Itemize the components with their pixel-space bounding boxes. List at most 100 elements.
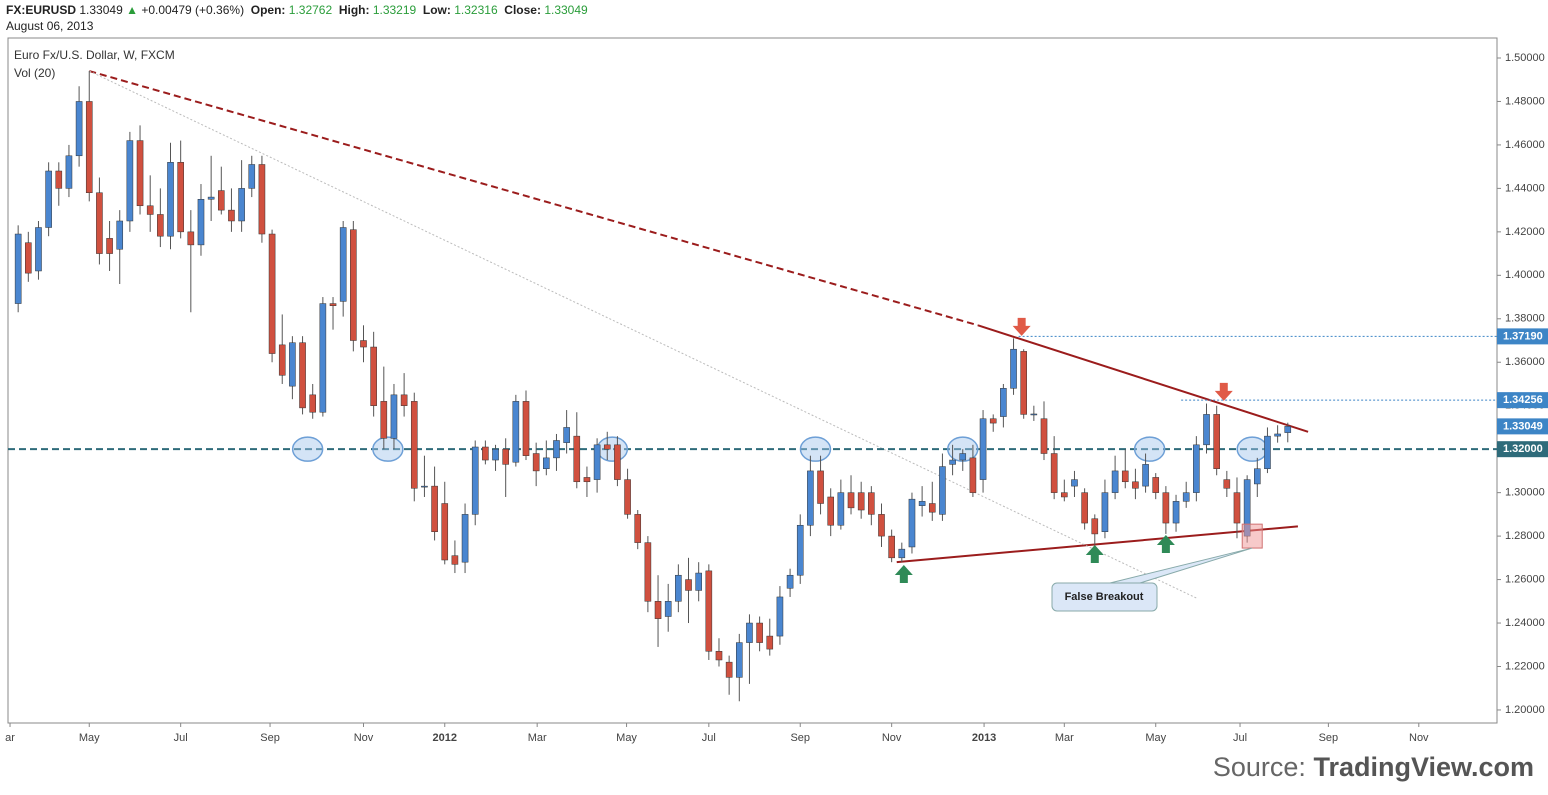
arrow-up (894, 565, 913, 584)
candle-body (1182, 492, 1190, 502)
candle-body (167, 162, 174, 237)
candle-body (25, 242, 32, 274)
candle-body (85, 101, 93, 193)
candle-body (614, 444, 621, 480)
candle-body (482, 446, 489, 461)
x-tick-label: Sep (790, 732, 810, 744)
candle-body (1223, 479, 1231, 489)
source-name: TradingView.com (1313, 752, 1534, 782)
highlight-ellipse (596, 436, 629, 462)
trend-line (89, 70, 1197, 599)
candle-body (370, 346, 377, 406)
candle-body (878, 514, 885, 537)
open: 1.32762 (288, 3, 333, 17)
level-label: 1.34256 (1503, 394, 1543, 406)
candle-body (400, 394, 408, 406)
candle-body (441, 503, 449, 561)
callout-box (1051, 582, 1158, 612)
candle-body (735, 642, 743, 678)
candle-body (563, 427, 570, 443)
candle-body (573, 435, 581, 483)
candle-body (776, 596, 784, 637)
high: 1.33219 (372, 3, 417, 17)
candle-body (756, 622, 763, 643)
highlight-ellipse (372, 436, 404, 462)
candle-body (786, 574, 794, 589)
level-label: 1.37190 (1503, 330, 1543, 342)
candle-body (96, 192, 103, 254)
candle-body (553, 440, 560, 459)
axes: 1.20000 1.22000 1.24000 1.26000 1.28000 1.300… (5, 52, 1548, 744)
candle-body (725, 661, 733, 678)
highlight-ellipse (1236, 436, 1268, 462)
candle-body (1284, 426, 1292, 433)
candle-body (157, 214, 164, 237)
candle-body (1254, 468, 1261, 485)
candle-body (715, 651, 723, 661)
y-tick-label: 1.36000 (1505, 356, 1545, 368)
y-tick-label: 1.20000 (1505, 704, 1545, 716)
arrow-down (1214, 382, 1233, 401)
candle-body (746, 622, 753, 643)
candle-body (827, 496, 835, 526)
callout-pointer (1109, 547, 1253, 584)
y-tick-label: 1.28000 (1505, 530, 1545, 542)
x-tick-label: Jul (174, 732, 188, 744)
arrow-up (1085, 545, 1104, 564)
candle-body (1132, 481, 1139, 489)
level-label-box (1497, 328, 1548, 345)
arrow-down (1012, 317, 1031, 336)
candle-body (898, 548, 906, 559)
change: +0.00479 (+0.36%) (141, 3, 245, 17)
close-label: Close: (504, 3, 541, 17)
source: Source: TradingView.com (1213, 752, 1534, 783)
trend-line (88, 70, 979, 327)
plot-frame (7, 37, 1498, 724)
level-label-box (1497, 392, 1548, 409)
candle-body (258, 164, 266, 235)
candle-body (918, 501, 926, 506)
y-tick-label: 1.30000 (1505, 487, 1545, 499)
y-tick-label: 1.22000 (1505, 660, 1545, 672)
candle-body (857, 492, 865, 511)
candle-body (908, 498, 916, 548)
candle-body (928, 503, 936, 513)
level-label: 1.33049 (1503, 420, 1543, 432)
candle-body (1162, 492, 1170, 524)
x-tick-label: 2013 (972, 732, 996, 744)
candle-body (1121, 470, 1129, 483)
low: 1.32316 (454, 3, 498, 17)
candle-body (35, 227, 42, 272)
candle-body (664, 601, 672, 617)
candle-body (1081, 492, 1088, 524)
candle-body (268, 233, 276, 354)
candle-body (593, 444, 601, 480)
candle-body (1193, 444, 1200, 493)
candle-body (350, 229, 357, 341)
candle-body (603, 444, 611, 450)
candle-body (766, 635, 774, 650)
highlight-ellipse (291, 436, 324, 462)
candle-body (512, 401, 520, 463)
candle-body (1091, 518, 1099, 535)
candle-body (1264, 435, 1271, 469)
candle-body (55, 170, 63, 189)
y-tick-label: 1.24000 (1505, 617, 1545, 629)
candle-body (136, 140, 144, 207)
candle-body (705, 570, 713, 652)
candle-body (1274, 433, 1281, 437)
plot (8, 70, 1497, 702)
candle-body (532, 453, 540, 472)
candle-body (299, 342, 306, 409)
candle-body (380, 401, 388, 439)
candle-body (116, 220, 124, 250)
level-label-box (1497, 418, 1548, 435)
candle-body (177, 162, 184, 233)
level-label: 1.32000 (1503, 443, 1543, 455)
y-tick-label: 1.42000 (1505, 226, 1545, 238)
callout-text: False Breakout (1065, 591, 1144, 603)
quote-line: FX:EURUSD 1.33049 ▲ +0.00479 (+0.36%) Op… (6, 2, 588, 18)
x-tick-label: ar (5, 732, 15, 744)
candle-body (329, 303, 337, 306)
